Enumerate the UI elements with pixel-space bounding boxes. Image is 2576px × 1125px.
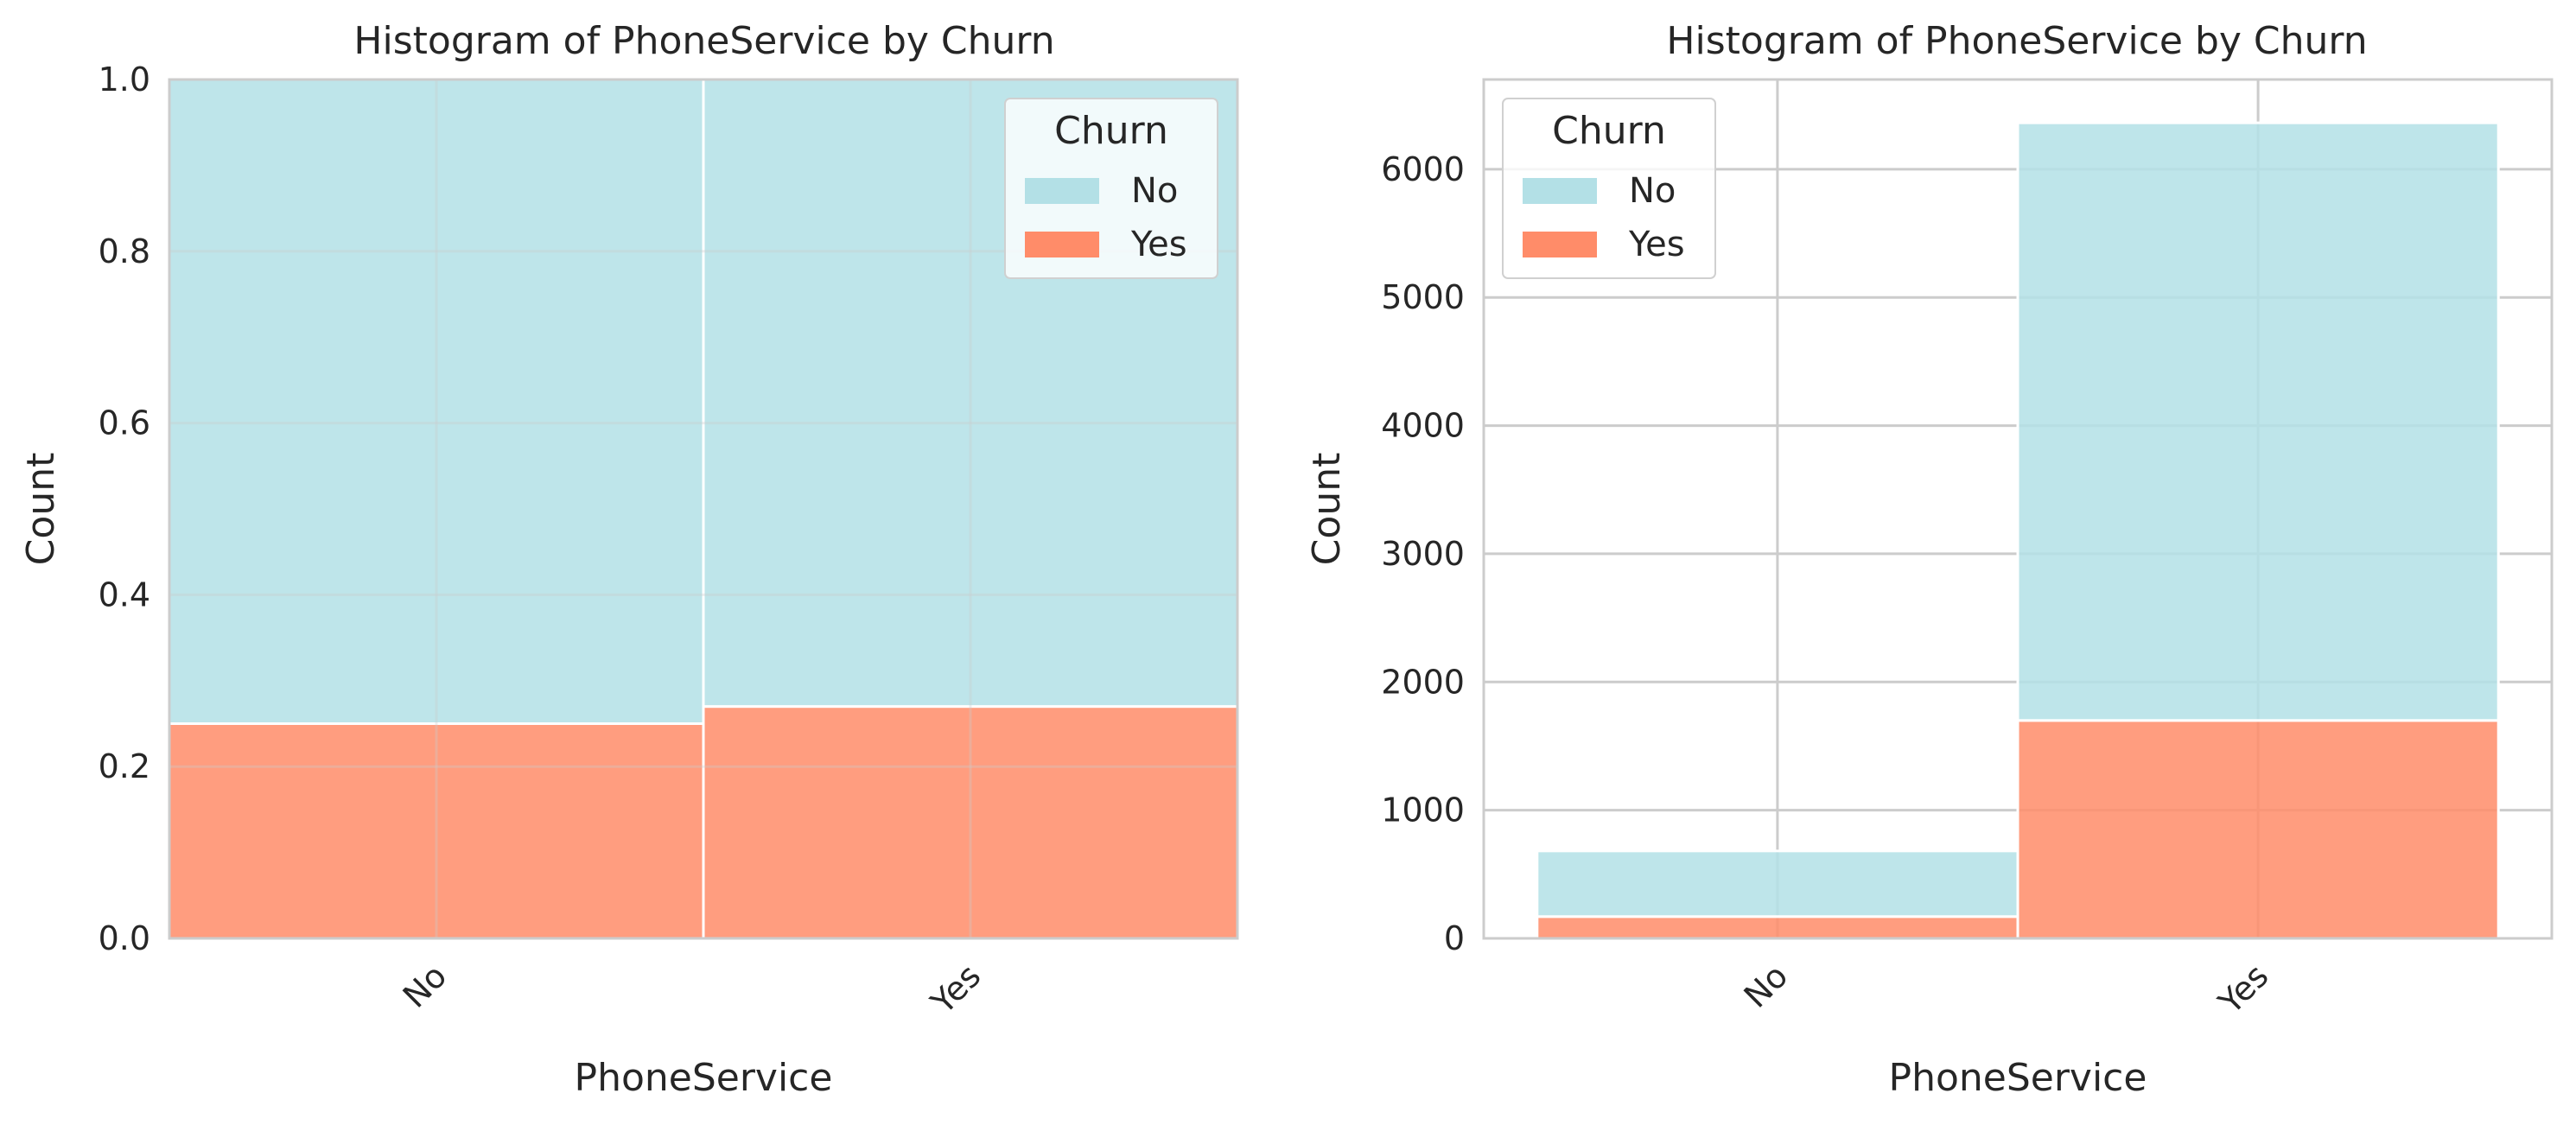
y-tick-label: 2000 bbox=[1381, 663, 1465, 701]
y-tick-label: 6000 bbox=[1381, 150, 1465, 188]
legend-label-yes: Yes bbox=[1130, 225, 1187, 264]
x-ticks: No Yes bbox=[396, 957, 989, 1021]
bar-no-yes bbox=[168, 722, 705, 940]
y-tick-label: 1.0 bbox=[99, 60, 150, 99]
chart-title: Histogram of PhoneService by Churn bbox=[1666, 19, 2367, 63]
legend-label-yes: Yes bbox=[1628, 225, 1685, 264]
y-tick-label: 4000 bbox=[1381, 407, 1465, 445]
bars bbox=[1536, 121, 2500, 940]
y-tick-label: 3000 bbox=[1381, 535, 1465, 573]
bar-no-no bbox=[1536, 849, 2019, 918]
y-ticks: 0 1000 2000 3000 4000 5000 6000 bbox=[1381, 150, 1465, 957]
y-axis-label: Count bbox=[1305, 453, 1349, 566]
plot-frame bbox=[168, 78, 1239, 940]
y-tick-label: 0.0 bbox=[99, 919, 150, 957]
x-ticks: No Yes bbox=[1737, 957, 2276, 1021]
y-tick-label: 0.6 bbox=[99, 404, 150, 442]
y-tick-label: 5000 bbox=[1381, 278, 1465, 316]
x-tick-label: No bbox=[396, 957, 455, 1015]
legend-title: Churn bbox=[1552, 109, 1666, 153]
normalized-histogram: Histogram of PhoneService by Churn 0.00.… bbox=[19, 19, 1239, 1100]
bar-no-yes bbox=[1536, 915, 2019, 940]
x-tick-label: Yes bbox=[923, 957, 988, 1021]
y-tick-label: 0.8 bbox=[99, 232, 150, 270]
plot-frame bbox=[1482, 78, 2554, 940]
legend: Churn No Yes bbox=[1004, 98, 1218, 279]
x-tick-label: No bbox=[1737, 957, 1796, 1015]
legend: Churn No Yes bbox=[1502, 98, 1716, 279]
count-histogram: Histogram of PhoneService by Churn 0 1000… bbox=[1305, 19, 2554, 1100]
y-tick-label: 0 bbox=[1444, 919, 1465, 957]
legend-label-no: No bbox=[1131, 171, 1178, 211]
y-tick-label: 0.2 bbox=[99, 747, 150, 785]
y-axis-label: Count bbox=[19, 453, 63, 566]
legend-swatch-yes bbox=[1025, 232, 1099, 257]
bar-yes-no bbox=[2016, 121, 2500, 722]
legend-title: Churn bbox=[1054, 109, 1168, 153]
y-tick-label: 1000 bbox=[1381, 791, 1465, 829]
x-tick-label: Yes bbox=[2210, 957, 2275, 1021]
bar-yes-yes bbox=[2016, 719, 2500, 940]
y-tick-label: 0.4 bbox=[99, 575, 150, 613]
x-axis-label: PhoneService bbox=[1889, 1056, 2147, 1100]
chart-title: Histogram of PhoneService by Churn bbox=[353, 19, 1054, 63]
legend-label-no: No bbox=[1629, 171, 1676, 211]
y-ticks: 0.0 0.2 0.4 0.6 0.8 1.0 bbox=[99, 60, 150, 957]
legend-swatch-yes bbox=[1523, 232, 1597, 257]
bar-yes-yes bbox=[702, 705, 1239, 940]
legend-swatch-no bbox=[1025, 178, 1099, 204]
x-axis-label: PhoneService bbox=[575, 1056, 833, 1100]
legend-swatch-no bbox=[1523, 178, 1597, 204]
